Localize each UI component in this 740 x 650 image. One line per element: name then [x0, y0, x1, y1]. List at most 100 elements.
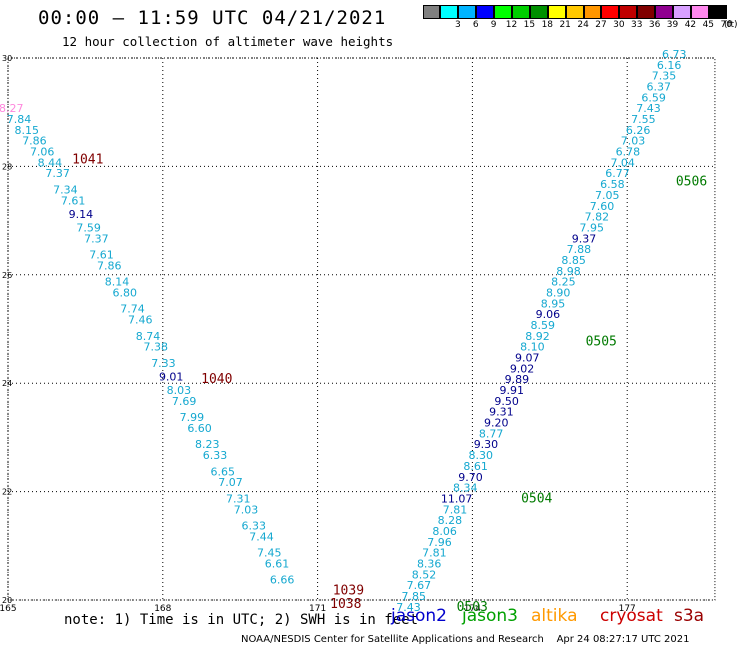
wave-height-value: 8.59 — [530, 319, 555, 332]
wave-height-value: 9.02 — [510, 362, 535, 375]
wave-height-value: 8.06 — [432, 525, 457, 538]
wave-height-value: 6.78 — [616, 146, 641, 159]
wave-height-value: 7.03 — [621, 135, 646, 148]
legend-swatch — [708, 5, 727, 19]
wave-height-value: 6.37 — [647, 81, 672, 94]
satellite-altika: altika — [531, 606, 578, 626]
wave-height-value: 8.92 — [525, 330, 550, 343]
wave-height-value: 7.96 — [427, 536, 452, 549]
legend-swatch — [494, 5, 512, 19]
legend-bin: 15 — [511, 5, 535, 31]
pass-time-label: 0503 — [457, 600, 488, 615]
legend-bin: 39 — [655, 5, 678, 31]
wave-height-value: 7.86 — [97, 259, 122, 272]
wave-height-value: 9.30 — [474, 438, 499, 451]
wave-height-value: 6.80 — [113, 286, 138, 299]
wave-height-value: 6.58 — [600, 178, 625, 191]
legend-bin: 24 — [565, 5, 589, 31]
wave-height-value: 8.30 — [469, 449, 494, 462]
legend-bin: 6 — [458, 5, 479, 31]
legend-bin: 30 — [601, 5, 625, 31]
legend-label: 42 — [684, 20, 697, 30]
legend-bin: 36 — [637, 5, 660, 31]
wave-height-value: 9.70 — [458, 471, 483, 484]
wave-height-value: 6.61 — [265, 557, 290, 570]
wave-height-value: 8.90 — [546, 286, 571, 299]
wave-height-value: 6.26 — [626, 124, 651, 137]
wave-height-value: 7.95 — [579, 221, 604, 234]
wave-height-value: 9.06 — [536, 308, 561, 321]
legend-label: 24 — [577, 20, 589, 30]
legend-swatch — [440, 5, 459, 19]
legend-swatch — [547, 5, 566, 19]
wave-height-value: 6.77 — [605, 167, 630, 180]
color-legend: 3 6 9 12 15 18 21 24 27 30 33 36 39 42 45 70 (ft) — [422, 5, 738, 31]
wave-height-value: 8.34 — [453, 482, 478, 495]
wave-height-value: 7.82 — [585, 211, 610, 224]
legend-label: 21 — [559, 20, 571, 30]
legend-bin: 45 — [690, 5, 714, 31]
wave-height-value: 7.05 — [595, 189, 620, 202]
legend-bin: 3 — [440, 5, 461, 31]
wave-height-value: 8.10 — [520, 341, 545, 354]
lon-tick-label: 177 — [619, 604, 636, 614]
wave-height-value: 7.61 — [89, 249, 114, 262]
legend-swatch — [637, 5, 656, 19]
legend-swatch — [583, 5, 602, 19]
lon-tick-label: 165 — [0, 604, 17, 614]
wave-height-value: 7.45 — [257, 547, 282, 560]
lon-tick-label: 171 — [309, 604, 326, 614]
wave-height-value: 8.36 — [417, 557, 442, 570]
legend-bin: 9 — [476, 5, 496, 31]
legend-swatch — [422, 5, 441, 19]
pass-time-label: 1041 — [72, 153, 103, 168]
wave-height-value: 7.06 — [30, 146, 55, 159]
lon-tick-label: 174 — [464, 604, 481, 614]
wave-height-value: 9.20 — [484, 417, 509, 430]
legend-label: 3 — [454, 20, 461, 30]
wave-height-value: 8.23 — [195, 438, 220, 451]
wave-height-value: 8.44 — [38, 156, 63, 169]
wave-height-value: 7.44 — [249, 530, 274, 543]
legend-label: 15 — [523, 20, 536, 30]
wave-height-value: 8.28 — [438, 514, 463, 527]
wave-height-value: 48.27 — [0, 102, 23, 115]
map-subtitle: 12 hour collection of altimeter wave hei… — [62, 34, 394, 49]
wave-height-value: 7.33 — [151, 357, 176, 370]
wave-height-value: 9.01 — [159, 370, 184, 383]
pass-time-label: 0504 — [521, 491, 552, 506]
lon-tick-label: 168 — [154, 604, 171, 614]
legend-unit: (ft) — [724, 20, 738, 30]
wave-height-value: 9.14 — [69, 208, 94, 221]
wave-height-value: 7.46 — [128, 314, 153, 327]
wave-height-value: 8.52 — [412, 568, 437, 581]
lat-tick-label: 28 — [2, 162, 12, 171]
legend-label: 12 — [505, 20, 518, 30]
lat-tick-label: 26 — [2, 271, 12, 280]
legend-swatch — [601, 5, 620, 19]
wave-height-value: 6.73 — [662, 48, 687, 61]
wave-height-value: 7.61 — [61, 194, 86, 207]
pass-time-label: 0505 — [586, 334, 617, 349]
wave-height-value: 7.37 — [45, 167, 70, 180]
legend-label: 30 — [613, 20, 625, 30]
wave-height-value: 9.91 — [500, 384, 525, 397]
wave-height-value: 8.95 — [541, 297, 566, 310]
legend-swatch — [565, 5, 584, 19]
map-title: 00:00 – 11:59 UTC 04/21/2021 — [38, 7, 387, 29]
map-frame — [7, 57, 716, 601]
satellite-jason3: jason3 — [462, 606, 518, 626]
wave-height-value: 6.59 — [641, 91, 666, 104]
wave-height-value: 7.31 — [226, 492, 251, 505]
legend-swatch — [476, 5, 495, 19]
satellite-jason2: jason2 — [391, 606, 447, 626]
wave-height-value: 7.59 — [76, 221, 101, 234]
wave-height-value: 6.65 — [211, 465, 236, 478]
wave-height-value: 7.81 — [422, 547, 447, 560]
legend-swatch — [690, 5, 709, 19]
wave-height-value: 6.33 — [242, 520, 267, 533]
wave-height-value: 6.66 — [270, 574, 295, 587]
legend-swatch — [672, 5, 691, 19]
wave-height-value: 9.07 — [515, 352, 540, 365]
legend-bin — [422, 5, 441, 31]
